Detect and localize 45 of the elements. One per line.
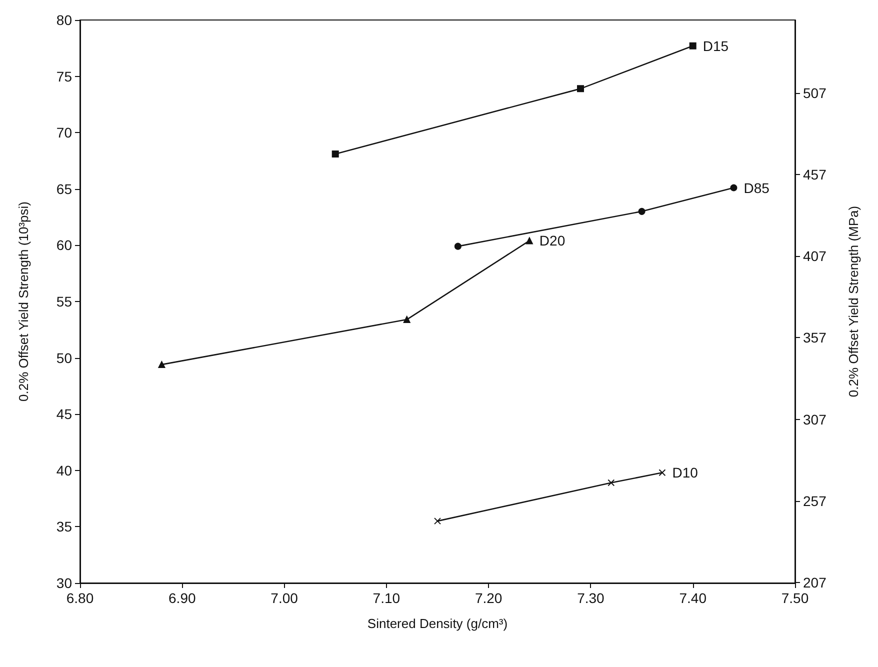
y-tick-label: 60 <box>56 237 72 254</box>
point <box>638 208 646 215</box>
point <box>332 150 339 158</box>
y-tick-label: 35 <box>56 518 72 535</box>
point <box>658 469 666 476</box>
y-tick-label: 65 <box>56 180 72 197</box>
series-label: D10 <box>672 464 698 481</box>
y2-tick-label: 507 <box>803 84 827 101</box>
y-tick-label: 30 <box>56 575 72 591</box>
x-tick-label: 7.20 <box>474 590 502 606</box>
x-axis-title: Sintered Density (g/cm³) <box>367 616 508 631</box>
point <box>403 316 410 324</box>
y-tick-label: 80 <box>56 12 72 28</box>
y2-axis-title: 0.2% Offset Yield Strength (MPa) <box>846 206 861 398</box>
y-tick-label: 45 <box>56 406 72 422</box>
y2-tick-label: 407 <box>803 248 827 264</box>
y2-tick-label: 307 <box>803 411 827 428</box>
x-tick-label: 7.50 <box>781 590 809 606</box>
point <box>689 42 696 50</box>
point <box>526 237 533 244</box>
series-label: D20 <box>539 232 566 249</box>
y-tick-label: 40 <box>56 462 72 478</box>
series-label: D85 <box>744 180 770 196</box>
x-tick-label: 6.90 <box>168 590 196 606</box>
point <box>434 518 441 525</box>
y-tick-label: 55 <box>56 294 72 310</box>
y-axis-title: 0.2% Offset Yield Strength (10³psi) <box>16 202 31 402</box>
y2-tick-label: 357 <box>803 330 827 346</box>
y-tick-label: 50 <box>56 350 72 366</box>
x-tick-label: 6.80 <box>66 590 94 606</box>
y2-tick-label: 207 <box>803 574 827 591</box>
x-tick-label: 7.10 <box>372 590 400 606</box>
y-tick-label: 70 <box>56 124 72 141</box>
y2-tick-label: 457 <box>803 166 827 182</box>
x-tick-label: 7.00 <box>270 590 298 606</box>
series-label: D15 <box>702 38 729 54</box>
y2-tick-label: 257 <box>803 493 827 510</box>
y-tick-label: 75 <box>56 68 72 84</box>
point <box>454 242 462 250</box>
x-tick-label: 7.40 <box>679 590 707 606</box>
x-tick-label: 7.30 <box>577 590 605 606</box>
point <box>158 361 166 368</box>
point <box>730 184 738 192</box>
point <box>577 85 584 92</box>
point <box>608 479 615 486</box>
